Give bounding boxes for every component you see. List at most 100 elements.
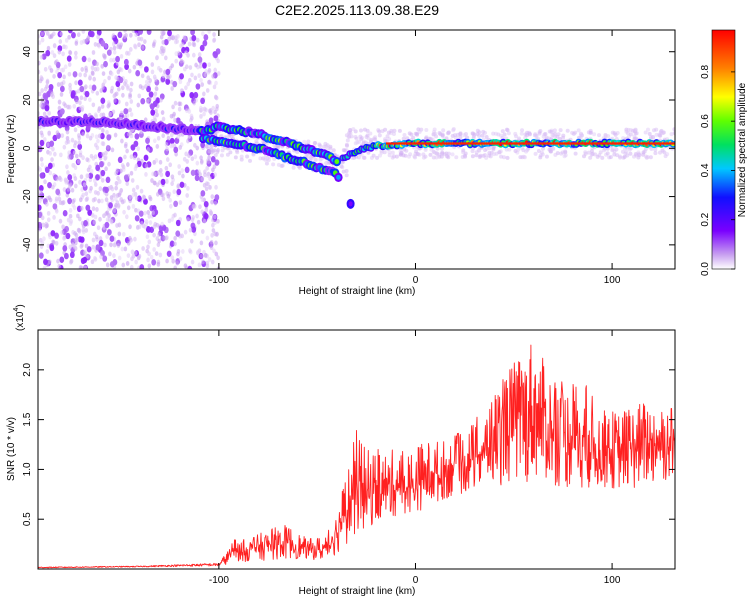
- spectrogram-noise-cell: [155, 191, 160, 197]
- spectrogram-noise-cell: [139, 36, 144, 42]
- spectrogram-noise-cell: [104, 166, 108, 172]
- spectrogram-noise-cell: [176, 188, 182, 196]
- spectrogram-noise-cell: [171, 258, 176, 264]
- snr-series-line: [38, 344, 675, 569]
- spectrogram-halo-cell: [276, 162, 281, 167]
- spectrogram-noise-cell: [120, 199, 125, 205]
- spectrogram-noise-cell: [178, 256, 183, 262]
- spectrogram-noise-cell: [46, 210, 51, 216]
- spectrogram-noise-cell: [84, 243, 89, 249]
- spectrogram-halo-cell: [633, 131, 638, 136]
- spectrogram-noise-cell: [166, 193, 171, 199]
- spectrogram-halo-cell: [672, 127, 675, 132]
- spectrogram-noise-cell: [193, 75, 198, 81]
- spectrogram-noise-cell: [121, 164, 126, 170]
- spectrogram-noise-cell: [173, 200, 179, 208]
- colorbar-gradient: [711, 29, 736, 270]
- spectrogram-noise-cell: [175, 219, 181, 227]
- spectrogram-noise-cell: [192, 42, 197, 48]
- spectrogram-noise-cell: [152, 180, 157, 186]
- spectrogram-halo-cell: [412, 154, 417, 159]
- spectrogram-noise-cell: [78, 179, 82, 185]
- spectrogram-noise-cell: [194, 174, 200, 182]
- spectrogram-halo-cell: [272, 143, 277, 148]
- spectrogram-noise-cell: [193, 91, 199, 99]
- spectrogram-noise-cell: [115, 80, 121, 88]
- spectrogram-halo-cell: [228, 150, 233, 155]
- spectrogram-noise-cell: [95, 244, 101, 251]
- spectrogram-noise-cell: [207, 79, 212, 85]
- spectrogram-noise-cell: [91, 102, 96, 108]
- spectrogram-noise-cell: [120, 246, 125, 252]
- spectrogram-noise-cell: [59, 256, 65, 263]
- spectrogram-halo-cell: [523, 132, 528, 137]
- spectrogram-halo-cell: [645, 155, 650, 160]
- spectrogram-noise-cell: [129, 264, 134, 269]
- spectrogram-noise-cell: [43, 94, 49, 101]
- spectrogram-halo-cell: [423, 148, 428, 153]
- spectrogram-noise-cell: [109, 88, 114, 94]
- snr-frame: [37, 329, 676, 570]
- spectrogram-noise-cell: [78, 72, 82, 78]
- spectrogram-noise-cell: [63, 103, 68, 108]
- spectrogram-halo-cell: [614, 147, 619, 152]
- spectrogram-halo-cell: [475, 132, 480, 137]
- spectrogram-noise-cell: [100, 40, 106, 47]
- spectrogram-halo-cell: [219, 153, 224, 158]
- spectrogram-noise-cell: [206, 181, 210, 187]
- spectrogram-noise-cell: [91, 206, 96, 212]
- spectrogram-noise-cell: [125, 214, 129, 220]
- spectrogram-noise-cell: [208, 184, 212, 190]
- spectrogram-halo-cell: [600, 155, 605, 160]
- spectrogram-noise-cell: [129, 32, 133, 38]
- spectrogram-noise-cell: [147, 213, 152, 219]
- spectrogram-noise-cell: [160, 221, 164, 227]
- spectrogram-halo-cell: [654, 132, 659, 137]
- spectrogram-noise-cell: [166, 74, 170, 80]
- spectrogram-halo-cell: [369, 155, 374, 160]
- spectrogram-noise-cell: [173, 241, 177, 247]
- spectrogram-noise-cell: [107, 102, 112, 108]
- spectrogram-noise-cell: [48, 259, 52, 265]
- spectrogram-noise-cell: [72, 150, 77, 156]
- spectrogram-noise-cell: [44, 166, 50, 174]
- spectrogram-noise-cell: [162, 46, 166, 52]
- spectrogram-noise-cell: [85, 157, 90, 163]
- spectrogram-halo-cell: [389, 128, 394, 133]
- spectrogram-noise-cell: [203, 252, 208, 258]
- spectrogram-noise-cell: [207, 62, 212, 68]
- spectrogram-noise-cell: [128, 194, 133, 200]
- spectrogram-halo-cell: [382, 150, 387, 155]
- spectrogram-noise-cell: [72, 103, 77, 109]
- spectrogram-noise-cell: [177, 101, 182, 107]
- spectrogram-halo-cell: [353, 135, 358, 140]
- spectrogram-noise-cell: [206, 159, 211, 165]
- spectrogram-noise-cell: [191, 226, 197, 233]
- spectrogram-noise-cell: [144, 219, 149, 225]
- spectrogram-halo-cell: [500, 129, 505, 134]
- spectrogram-noise-cell: [161, 39, 166, 45]
- spectrogram-noise-cell: [170, 63, 175, 69]
- spectrogram-noise-cell: [48, 234, 52, 240]
- spectrogram-noise-cell: [208, 117, 214, 124]
- spectrogram-noise-cell: [79, 85, 85, 93]
- spectrogram-noise-cell: [94, 234, 99, 240]
- spectrogram-noise-cell: [164, 142, 169, 147]
- spectrogram-noise-cell: [67, 30, 73, 34]
- spectrogram-noise-cell: [78, 100, 82, 106]
- spectrogram-noise-cell: [212, 32, 216, 37]
- spectrogram-noise-cell: [126, 253, 131, 259]
- spectrogram-halo-cell: [251, 152, 256, 157]
- spectrogram-noise-cell: [146, 244, 150, 250]
- spectrogram-noise-cell: [154, 86, 159, 91]
- spectrogram-noise-cell: [39, 54, 44, 60]
- spectrogram-halo-cell: [475, 128, 480, 133]
- spectrogram-noise-cell: [84, 84, 88, 90]
- spectrogram-noise-cell: [207, 68, 212, 73]
- spectrogram-noise-cell: [87, 57, 92, 63]
- spectrogram-noise-cell: [79, 95, 84, 101]
- spectrogram-noise-cell: [58, 218, 63, 224]
- spectrogram-noise-cell: [196, 249, 200, 255]
- spectrogram-noise-cell: [113, 98, 117, 103]
